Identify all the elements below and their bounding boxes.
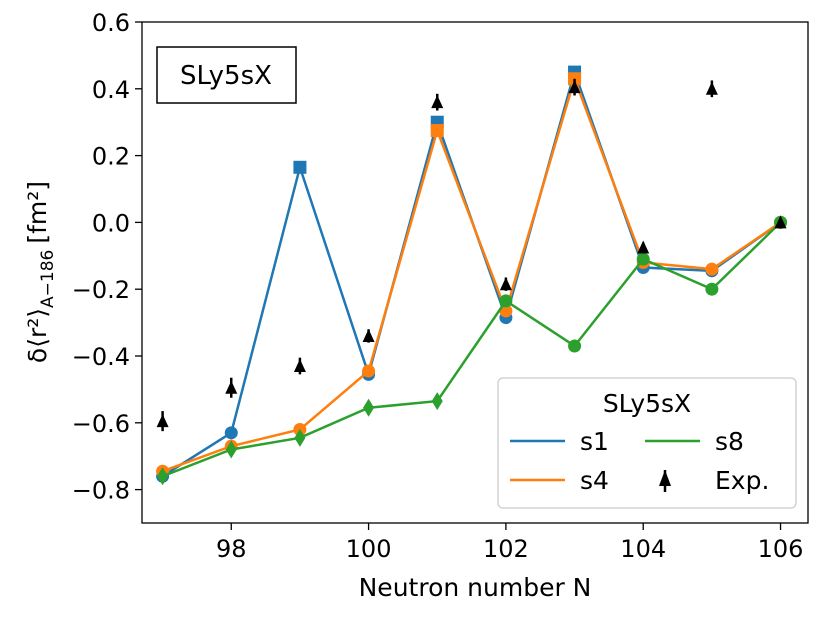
svg-text:δ⟨r²⟩A−186[fm²]: δ⟨r²⟩A−186 [fm²] (23, 181, 58, 363)
y-tick-label: 0.6 (92, 9, 130, 37)
data-point-exp (293, 359, 306, 373)
data-point-exp (637, 240, 650, 254)
legend-swatch-exp (659, 470, 671, 492)
data-point-s4 (430, 124, 444, 138)
data-point-s4 (362, 364, 376, 378)
series-line-s8 (162, 221, 782, 478)
data-point-s8 (294, 428, 306, 447)
y-tick-label: 0.0 (92, 209, 130, 237)
y-tick-label: 0.2 (92, 143, 130, 171)
x-tick-label: 102 (483, 535, 529, 563)
data-point-s8 (568, 339, 582, 353)
series-exp (156, 78, 787, 432)
legend-title: SLy5sX (603, 389, 691, 418)
series-line-s4 (162, 74, 782, 473)
x-tick-label: 98 (216, 535, 247, 563)
legend-label-s4: s4 (580, 466, 609, 495)
legend-label-exp: Exp. (715, 466, 769, 495)
data-point-s8 (636, 252, 650, 266)
data-point-s4 (705, 262, 719, 276)
data-point-exp (705, 81, 718, 95)
data-point-exp (362, 328, 375, 342)
legend: SLy5sX s1 s4 s8 Exp. (497, 377, 797, 509)
y-axis-label: δ⟨r²⟩A−186 [fm²] (23, 181, 58, 363)
data-point-exp (568, 80, 581, 94)
data-point-s8 (705, 282, 719, 296)
x-axis-label: Neutron number N (359, 573, 592, 602)
series-s8 (157, 215, 788, 486)
data-point-s1 (224, 426, 238, 440)
y-axis-label-main: δ⟨r²⟩ (23, 308, 52, 363)
data-point-exp (156, 414, 169, 428)
data-point-s8 (225, 440, 237, 459)
data-point-s8 (363, 398, 375, 417)
data-point-exp (431, 95, 444, 109)
title-box-text: SLy5sX (180, 61, 272, 91)
x-tick-label: 100 (346, 535, 392, 563)
x-tick-label: 104 (620, 535, 666, 563)
data-point-s1 (293, 160, 307, 174)
data-point-s8 (431, 392, 443, 411)
y-tick-label: −0.8 (72, 477, 130, 505)
title-box (156, 46, 297, 104)
plot-area (156, 65, 788, 486)
y-tick-label: −0.4 (72, 343, 130, 371)
legend-label-s8: s8 (715, 427, 744, 456)
x-tick-label: 106 (758, 535, 804, 563)
legend-frame (497, 377, 797, 509)
plot-frame (141, 21, 809, 524)
data-point-exp (499, 277, 512, 291)
y-tick-label: 0.4 (92, 76, 130, 104)
data-point-exp (774, 215, 787, 229)
y-axis-label-unit: [fm²] (23, 181, 52, 244)
y-tick-label: −0.2 (72, 276, 130, 304)
data-point-exp (225, 380, 238, 394)
legend-label-s1: s1 (580, 427, 609, 456)
data-point-s8 (499, 294, 513, 308)
data-point-s8 (157, 467, 169, 486)
y-tick-label: −0.6 (72, 410, 130, 438)
y-axis-label-sub: A−186 (38, 250, 58, 308)
